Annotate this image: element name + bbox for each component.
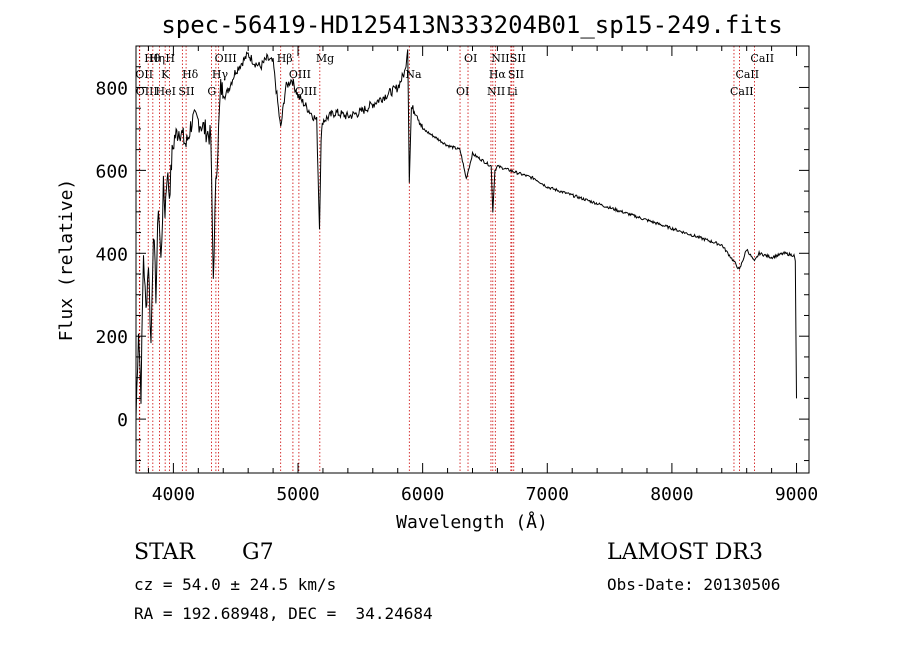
- x-tick-label: 4000: [152, 484, 195, 505]
- x-tick-label: 5000: [276, 484, 319, 505]
- line-marker-label: G: [207, 85, 216, 98]
- x-axis-label: Wavelength (Å): [396, 511, 548, 533]
- line-marker-label: NII: [491, 52, 509, 65]
- survey-name: LAMOST DR3: [607, 540, 763, 565]
- line-marker-label: CaII: [750, 52, 774, 65]
- x-tick-label: 7000: [526, 484, 569, 505]
- line-marker-label: OIII: [136, 85, 158, 98]
- y-tick-label: 800: [95, 78, 128, 99]
- line-marker-label: Na: [405, 68, 422, 81]
- line-marker-label: Hδ: [182, 68, 199, 81]
- redshift-text: cz = 54.0 ± 24.5 km/s: [134, 575, 337, 594]
- y-tick-label: 200: [95, 327, 128, 348]
- object-class: STAR: [134, 540, 195, 565]
- y-tick-label: 400: [95, 244, 128, 265]
- line-marker-label: CaII: [735, 68, 759, 81]
- y-axis-label: Flux (relative): [56, 179, 77, 342]
- line-markers: [138, 46, 755, 473]
- x-tick-label: 8000: [650, 484, 693, 505]
- plot-frame: [135, 45, 810, 474]
- line-marker-label: OIII: [295, 85, 317, 98]
- y-axis: 0 200 400 600 800: [95, 45, 809, 462]
- x-axis: 4000 5000 6000 7000 8000 9000: [147, 46, 818, 505]
- line-marker-label: OIII: [289, 68, 311, 81]
- coordinates-text: RA = 192.68948, DEC = 34.24684: [134, 604, 433, 623]
- line-marker-label: OI: [456, 85, 469, 98]
- line-marker-label: H: [165, 52, 175, 65]
- line-marker-label: Hθ: [144, 52, 161, 65]
- line-marker-label: Li: [507, 85, 518, 98]
- obs-date: Obs-Date: 20130506: [607, 575, 781, 594]
- line-marker-labels: Hθ OII OIII Hη K HeI H Hδ SII OIII Hγ G Hβ OIII OIII Mg…: [135, 52, 774, 98]
- line-marker-label: OII: [135, 68, 153, 81]
- line-marker-label: Hβ: [277, 52, 293, 65]
- line-marker-label: SII: [510, 52, 526, 65]
- line-marker-label: Mg: [316, 52, 334, 65]
- y-tick-label: 600: [95, 161, 128, 182]
- x-tick-label: 6000: [401, 484, 444, 505]
- line-marker-label: OI: [464, 52, 477, 65]
- object-subclass: G7: [242, 540, 274, 565]
- y-tick-label: 0: [117, 410, 128, 431]
- line-marker-label: Hη: [149, 52, 165, 65]
- line-marker-label: K: [161, 68, 170, 81]
- spectrum-line: [135, 49, 797, 420]
- line-marker-label: HeI: [156, 85, 176, 98]
- line-marker-label: SII: [508, 68, 524, 81]
- line-marker-label: Hα: [489, 68, 507, 81]
- line-marker-label: OIII: [215, 52, 237, 65]
- chart-title: spec-56419-HD125413N333204B01_sp15-249.f…: [161, 11, 782, 39]
- line-marker-label: SII: [178, 85, 194, 98]
- x-tick-label: 9000: [775, 484, 818, 505]
- line-marker-label: CaII: [730, 85, 754, 98]
- line-marker-label: NII: [487, 85, 505, 98]
- line-marker-label: Hγ: [212, 68, 229, 81]
